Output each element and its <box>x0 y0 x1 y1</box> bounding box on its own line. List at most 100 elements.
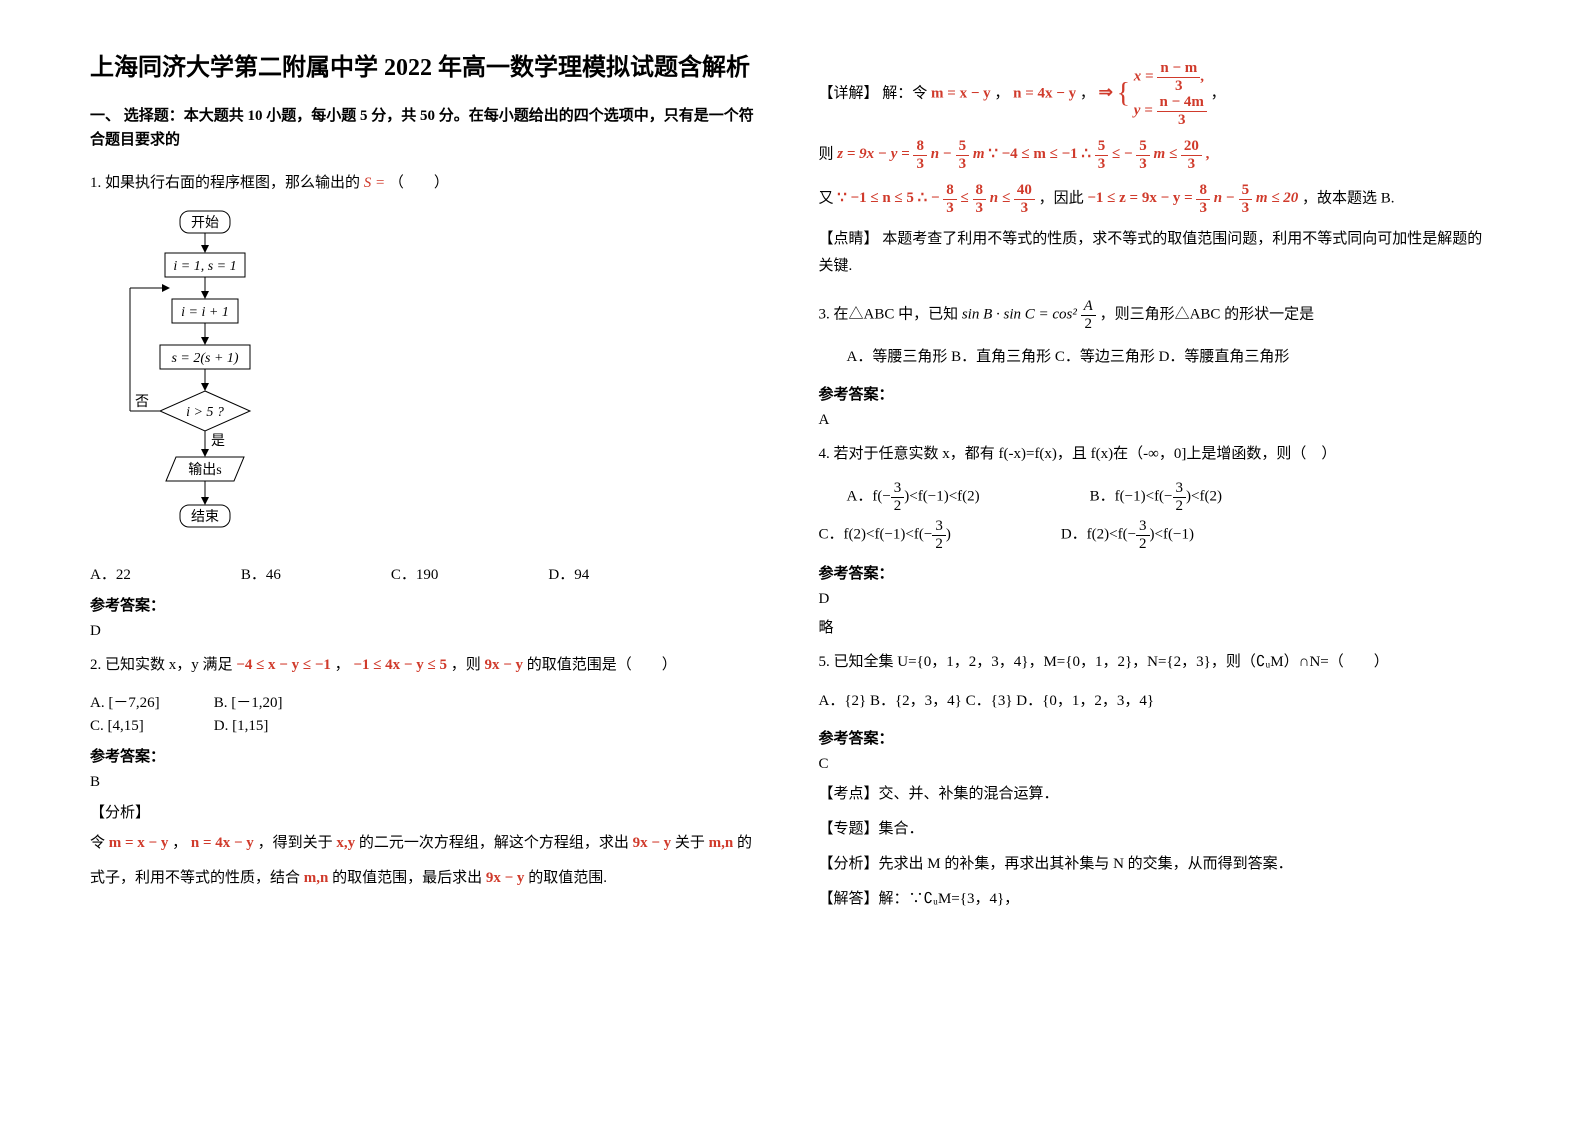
q5-jieda: 【解答】解：∵∁ᵤM={3，4}， <box>819 886 1498 913</box>
q2-opt-b: B. [－1,20] <box>214 695 283 711</box>
flow-b3: s = 2(s + 1) <box>171 351 238 366</box>
q2-a-mn: m,n <box>709 835 734 851</box>
q3-ans: A <box>819 412 1498 429</box>
q3-frac: A 2 <box>1081 298 1096 332</box>
q2-analysis-p2: 式子，利用不等式的性质，结合 m,n 的取值范围，最后求出 9x − y 的取值… <box>90 865 769 892</box>
flow-no: 否 <box>135 395 149 410</box>
q5-ans: C <box>819 756 1498 773</box>
f3n: 5 <box>1095 138 1109 156</box>
q1-stem: 1. 如果执行右面的程序框图，那么输出的 S = （ ） <box>90 170 769 197</box>
r3f5d: 3 <box>1239 200 1253 217</box>
q5-opts: A．{2} B．{2，3，4} C．{3} D．{0，1，2，3，4} <box>819 688 1498 715</box>
q2-detail-row2: 则 z = 9x − y = 83 n − 53 m ∵ −4 ≤ m ≤ −1… <box>819 138 1498 172</box>
q2-a-2c: 的取值范围. <box>528 870 607 886</box>
q2d-brace-content: x = n − m 3 , y = n − 4m 3 <box>1134 60 1207 128</box>
q1-stem-prefix: 1. 如果执行右面的程序框图，那么输出的 <box>90 175 360 191</box>
q2-hint: 【点睛】 本题考查了利用不等式的性质，求不等式的取值范围问题，利用不等式同向可加… <box>819 226 1498 280</box>
r3f3d: 3 <box>1014 200 1035 217</box>
q4-opt-d: D．f(2)<f(−32)<f(−1) <box>1061 518 1194 552</box>
q4-stem: 4. 若对于任意实数 x，都有 f(-x)=f(x)，且 f(x)在（-∞，0]… <box>819 441 1498 468</box>
page-root: 上海同济大学第二附属中学 2022 年高一数学理模拟试题含解析 一、 选择题：本… <box>0 0 1587 961</box>
q4a-pre: A．f(− <box>847 488 891 504</box>
r3f1d: 3 <box>943 200 957 217</box>
q2-a-1d: 的二元一次方程组，解这个方程组，求出 <box>359 835 629 851</box>
q2d-r3-le1: ≤ <box>961 190 969 206</box>
q2-ans-label: 参考答案： <box>90 745 769 766</box>
q1-opt-b: B．46 <box>241 563 281 584</box>
q2d-bx-frac: n − m 3 <box>1157 60 1200 94</box>
q4d-d: 2 <box>1136 536 1150 553</box>
q4-ans: D <box>819 591 1498 608</box>
q2d-r3-mm: m ≤ 20 <box>1256 190 1298 206</box>
q4b-post: )<f(2) <box>1186 488 1222 504</box>
section-intro: 一、 选择题：本大题共 10 小题，每小题 5 分，共 50 分。在每小题给出的… <box>90 104 769 152</box>
q2d-by-num: n − 4m <box>1157 94 1207 112</box>
q3-stem-b: ，则三角形△ABC 的形状一定是 <box>1100 306 1315 322</box>
q2-a-xy: x,y <box>336 835 355 851</box>
q2-a-1e: 关于 <box>675 835 705 851</box>
q2d-r3-a-wrap: ∵ −1 ≤ n ≤ 5 ∴ − 83 ≤ 83 n ≤ 403 <box>837 190 1038 206</box>
q2d-r3-pre: 又 <box>819 190 834 206</box>
q2-a-2b: 的取值范围，最后求出 <box>332 870 482 886</box>
q3-opts: A．等腰三角形 B．直角三角形 C．等边三角形 D．等腰直角三角形 <box>819 344 1498 371</box>
q2-a-n: n = 4x − y <box>191 835 254 851</box>
flow-start: 开始 <box>191 215 219 231</box>
flow-yes: 是 <box>211 434 225 449</box>
q1-opt-c: C．190 <box>391 563 439 584</box>
q2d-p1-end: ， <box>1211 85 1226 101</box>
q2-a-9xy: 9x − y <box>633 835 672 851</box>
q2d-label: 【详解】 <box>819 85 879 101</box>
q2d-bx-den: 3 <box>1157 78 1200 95</box>
q1-opt-a: A．22 <box>90 563 131 584</box>
q2d-r3-a: ∵ −1 ≤ n ≤ 5 ∴ − <box>837 190 939 206</box>
q2d-p1b: ， <box>994 85 1009 101</box>
flowchart-svg: 开始 i = 1, s = 1 i = i + 1 <box>110 209 300 549</box>
q2-a-2a: 式子，利用不等式的性质，结合 <box>90 870 300 886</box>
f2d: 3 <box>956 156 970 173</box>
f2n: 5 <box>956 138 970 156</box>
q2d-p1c: ， <box>1080 85 1095 101</box>
q1-flowchart: 开始 i = 1, s = 1 i = i + 1 <box>110 209 769 549</box>
q2d-arrow: ⇒ <box>1099 82 1113 101</box>
q3-ans-label: 参考答案： <box>819 383 1498 404</box>
q2-a-1f: 的 <box>737 835 752 851</box>
q1-ans-label: 参考答案： <box>90 594 769 615</box>
q2-stem-mid: ，则 <box>451 657 481 673</box>
r3f5n: 5 <box>1239 182 1253 200</box>
q4d-post: )<f(−1) <box>1150 526 1194 542</box>
q3-stem-a: 3. 在△ABC 中，已知 <box>819 306 959 322</box>
q2-a-1b: ， <box>172 835 187 851</box>
left-column: 上海同济大学第二附属中学 2022 年高一数学理模拟试题含解析 一、 选择题：本… <box>90 50 769 921</box>
q2-a-9xy2: 9x − y <box>486 870 525 886</box>
q3-formula: sin B · sin C = cos² <box>962 306 1077 322</box>
q2-analysis-label: 【分析】 <box>90 801 769 822</box>
q4d-pre: D．f(2)<f(− <box>1061 526 1136 542</box>
q4a-d: 2 <box>891 498 905 515</box>
q4-brief: 略 <box>819 616 1498 637</box>
q4b-pre: B．f(−1)<f(− <box>1090 488 1173 504</box>
q1-stem-var: S = <box>364 175 385 191</box>
q1-opt-d: D．94 <box>548 563 589 584</box>
q3-stem: 3. 在△ABC 中，已知 sin B · sin C = cos² A 2 ，… <box>819 298 1498 332</box>
q2-a-1a: 令 <box>90 835 105 851</box>
q4c-n: 3 <box>932 518 946 536</box>
q2-ans: B <box>90 774 769 791</box>
right-column: 【详解】 解：令 m = x − y ， n = 4x − y ， ⇒ { x … <box>819 50 1498 921</box>
q4-opts: A．f(−32)<f(−1)<f(2) B．f(−1)<f(−32)<f(2) … <box>819 480 1498 552</box>
flow-b1: i = 1, s = 1 <box>173 259 236 274</box>
q2-stem-prefix: 2. 已知实数 x，y 满足 <box>90 657 233 673</box>
q2d-n: n = 4x − y <box>1013 85 1076 101</box>
q3-fd: 2 <box>1081 316 1096 333</box>
q2d-p1a: 解：令 <box>882 85 927 101</box>
q4-ans-label: 参考答案： <box>819 562 1498 583</box>
q3-fn: A <box>1081 298 1096 316</box>
q2d-r3-end: ，故本题选 B. <box>1302 190 1395 206</box>
q4-opt-a: A．f(−32)<f(−1)<f(2) <box>847 480 980 514</box>
q4c-d: 2 <box>932 536 946 553</box>
q2-opts-row2: C. [4,15] D. [1,15] <box>90 718 769 735</box>
q2-analysis-p1: 令 m = x − y ， n = 4x − y ，得到关于 x,y 的二元一次… <box>90 830 769 857</box>
q1-options: A．22 B．46 C．190 D．94 <box>90 563 769 584</box>
f1n: 8 <box>913 138 927 156</box>
brace-icon: { <box>1117 78 1130 109</box>
q2-stem-suffix: 的取值范围是（ ） <box>527 657 677 673</box>
